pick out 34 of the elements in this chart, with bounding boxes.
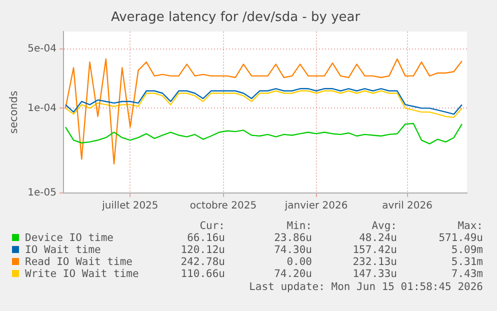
- text: 120.12u: [180, 244, 225, 256]
- chart-title: Average latency for /dev/sda - by year: [110, 10, 361, 26]
- text: 23.86u: [273, 232, 312, 244]
- legend-label: Read IO Wait time: [24, 256, 134, 268]
- x-tick-label: juillet 2025: [101, 200, 158, 212]
- text: 157.42u: [352, 244, 397, 256]
- x-tick-label: octobre 2025: [190, 200, 257, 212]
- text: 232.13u: [352, 256, 397, 268]
- text: 74.20u: [273, 268, 312, 280]
- text: Max:: [456, 220, 483, 232]
- legend-label: Write IO Wait time: [24, 268, 140, 280]
- text: 74.30u: [273, 244, 312, 256]
- text: 571.49u: [438, 232, 483, 244]
- legend-label: IO Wait time: [24, 244, 102, 256]
- text: Avg:: [370, 220, 397, 232]
- text: 48.24u: [358, 232, 397, 244]
- text: 110.66u: [180, 268, 225, 280]
- text: 7.43m: [450, 268, 483, 280]
- y-tick-label: 1e-04: [28, 102, 56, 114]
- text: Min:: [286, 220, 312, 232]
- legend-label: Device IO time: [24, 232, 115, 244]
- y-tick-label: 1e-05: [28, 188, 56, 199]
- text: 5.31m: [450, 256, 483, 268]
- text: 66.16u: [186, 232, 225, 244]
- text: 242.78u: [180, 256, 225, 268]
- y-tick-label: 5e-04: [28, 44, 56, 55]
- x-tick-label: janvier 2026: [284, 200, 348, 212]
- text: Last update: Mon Jun 15 01:58:45 2026: [249, 281, 483, 293]
- text: 0.00: [286, 256, 312, 268]
- x-tick-label: avril 2026: [382, 200, 432, 212]
- text: 5.09m: [450, 244, 483, 256]
- text: 147.33u: [352, 268, 397, 280]
- text: Cur:: [198, 220, 225, 232]
- y-axis-title: seconds: [8, 90, 20, 134]
